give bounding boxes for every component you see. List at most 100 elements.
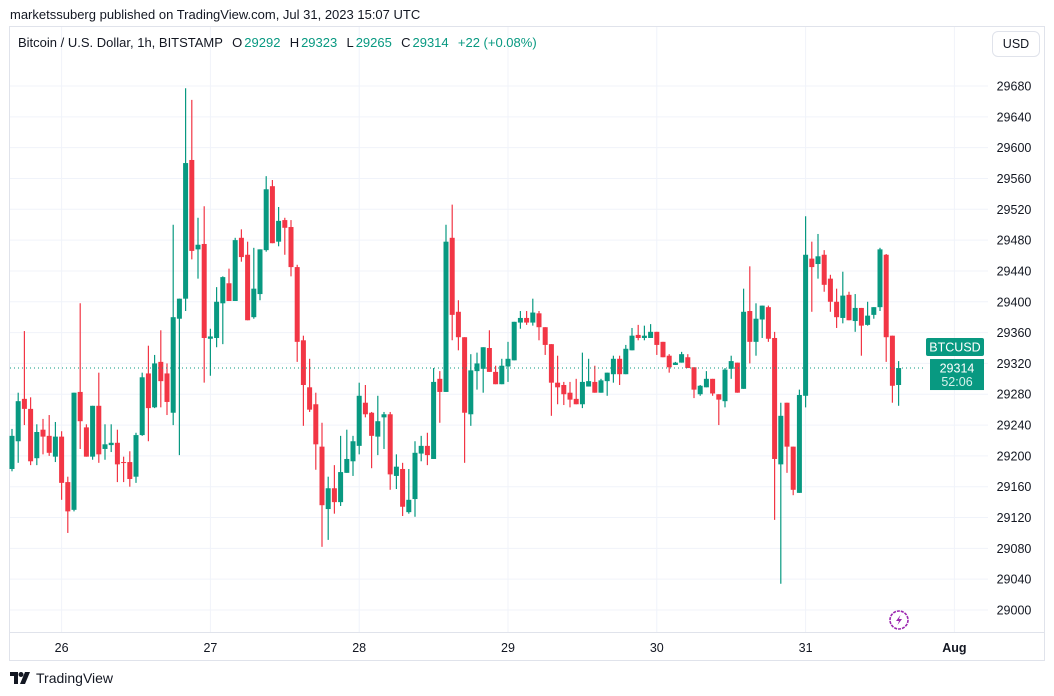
currency-button[interactable]: USD — [992, 31, 1040, 57]
candle — [114, 429, 120, 483]
candle — [592, 365, 598, 393]
candle — [871, 307, 877, 319]
candle — [772, 331, 778, 520]
candle-body — [269, 186, 275, 244]
candle — [710, 378, 716, 396]
candle — [536, 311, 542, 341]
candle — [214, 287, 220, 348]
candle — [356, 382, 362, 455]
time-axis[interactable]: 26 27 28 29 30 31 Aug — [10, 632, 1044, 656]
candle-body — [108, 442, 114, 446]
candle-body — [598, 380, 604, 393]
candle-body — [127, 462, 133, 480]
candle-body — [400, 468, 406, 507]
candle-body — [412, 452, 418, 500]
candle-body — [313, 404, 319, 445]
price-axis[interactable]: 29000 29040 29080 29120 29160 29200 29240 29280… — [997, 80, 1032, 618]
candle — [313, 392, 319, 470]
candle-body — [474, 363, 480, 372]
candle — [139, 372, 145, 436]
candle — [232, 237, 238, 301]
candle — [412, 441, 418, 517]
candle-body — [207, 336, 213, 339]
candle-body — [418, 445, 424, 454]
candle — [15, 392, 21, 463]
candle — [815, 233, 821, 279]
candle-body — [586, 381, 592, 387]
candle-body — [356, 395, 362, 446]
candle-body — [220, 277, 226, 304]
candle — [77, 303, 83, 449]
candle-body — [238, 237, 244, 258]
open-label: O — [232, 35, 243, 50]
candle — [369, 411, 375, 469]
candle — [474, 352, 480, 390]
candle — [455, 300, 461, 351]
candle — [294, 264, 300, 362]
lightning-icon[interactable] — [889, 610, 909, 630]
candle — [443, 224, 449, 392]
candle-body — [431, 381, 437, 459]
candle — [660, 341, 666, 358]
candle — [889, 335, 895, 403]
candle — [567, 381, 573, 408]
candle — [257, 249, 263, 301]
candle — [697, 384, 703, 396]
candle-body — [579, 381, 585, 405]
candle — [393, 454, 399, 490]
candle — [83, 424, 89, 457]
candle-body — [728, 361, 734, 369]
candle — [499, 358, 505, 385]
candle-body — [214, 301, 220, 338]
candle-body — [703, 378, 709, 388]
candle-body — [52, 436, 58, 457]
price-tick-label: 29160 — [997, 480, 1032, 494]
candle-body — [369, 412, 375, 436]
candle — [201, 206, 207, 383]
candle — [381, 411, 387, 449]
candle-body — [424, 445, 430, 456]
candle — [790, 446, 796, 496]
candle-body — [753, 318, 759, 342]
candle — [765, 305, 771, 342]
candle-body — [846, 294, 852, 321]
candle-body — [288, 227, 294, 268]
candle-body — [834, 301, 840, 318]
candle-body — [716, 394, 722, 400]
candle-body — [406, 499, 412, 513]
candle-body — [307, 387, 313, 410]
candle — [542, 327, 548, 355]
candle — [586, 358, 592, 387]
candle — [654, 331, 660, 355]
candle-body — [555, 382, 561, 388]
candle — [462, 337, 468, 463]
candle — [511, 321, 517, 361]
price-tick-label: 29040 — [997, 573, 1032, 587]
candle-body — [319, 446, 325, 506]
candle-body — [517, 317, 523, 323]
candle — [827, 274, 833, 312]
candle — [344, 429, 350, 473]
candle-body — [59, 436, 65, 483]
candle-body — [654, 331, 660, 345]
candle — [34, 424, 40, 466]
candle-body — [102, 444, 108, 449]
candle-body — [251, 288, 257, 318]
candle — [406, 468, 412, 514]
candle-body — [455, 311, 461, 338]
candle — [418, 435, 424, 462]
candle-body — [722, 369, 728, 402]
candle-body — [145, 373, 151, 409]
candle — [703, 371, 709, 388]
candle — [679, 351, 685, 363]
candle — [796, 389, 802, 493]
candle-body — [511, 321, 517, 361]
candle — [722, 368, 728, 408]
candle-body — [883, 254, 889, 338]
candle — [52, 421, 58, 463]
bar-countdown: 52:06 — [941, 375, 972, 389]
candle — [263, 176, 269, 252]
candle — [158, 330, 164, 408]
candle — [834, 288, 840, 328]
